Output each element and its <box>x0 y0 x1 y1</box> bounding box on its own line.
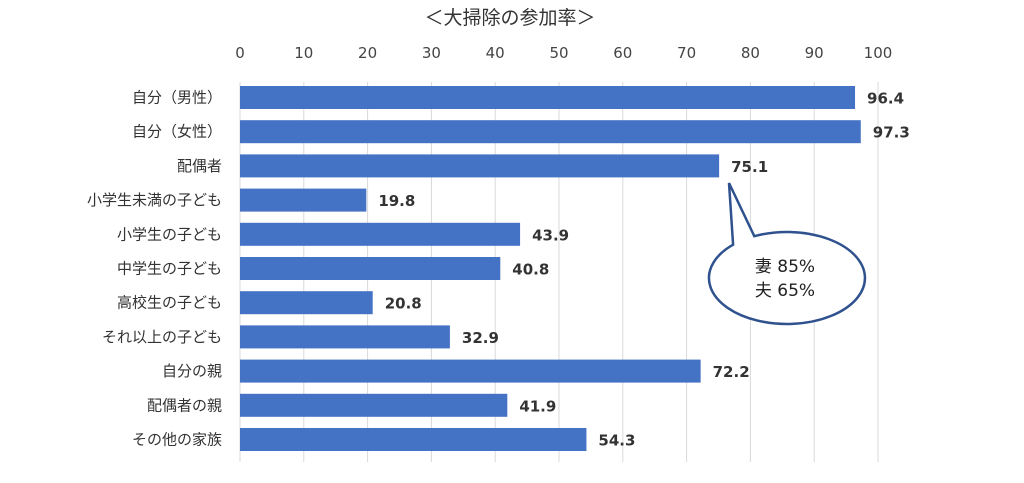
bar <box>240 325 450 349</box>
x-tick-label: 100 <box>864 44 893 62</box>
category-label: それ以上の子ども <box>102 328 222 346</box>
value-label: 41.9 <box>519 397 556 415</box>
value-label: 20.8 <box>385 295 422 313</box>
bar <box>240 222 521 246</box>
x-tick-label: 10 <box>294 44 313 62</box>
bars <box>240 86 861 451</box>
bar <box>240 188 367 212</box>
category-label: 自分の親 <box>162 362 222 380</box>
x-axis-ticks: 0 10 20 30 40 50 60 70 80 90 100 <box>235 44 892 62</box>
category-label: 自分（男性） <box>132 89 222 107</box>
category-label: 自分（女性） <box>132 123 222 141</box>
value-label: 32.9 <box>462 329 499 347</box>
bar <box>240 291 373 315</box>
value-label: 43.9 <box>532 226 569 244</box>
category-label: 配偶者 <box>177 157 222 175</box>
bar <box>240 428 587 451</box>
value-label: 19.8 <box>378 192 415 210</box>
x-tick-label: 0 <box>235 44 245 62</box>
callout-shape <box>707 182 867 326</box>
bar <box>240 359 701 383</box>
bar <box>240 154 720 178</box>
x-tick-label: 90 <box>805 44 824 62</box>
category-label: 配偶者の親 <box>147 396 222 414</box>
value-label: 40.8 <box>512 261 549 279</box>
x-tick-label: 20 <box>358 44 377 62</box>
x-tick-label: 80 <box>741 44 760 62</box>
callout-line: 妻 85% <box>755 257 815 277</box>
callout-bubble: 妻 85% 夫 65% <box>707 182 867 326</box>
value-label: 54.3 <box>598 432 635 450</box>
chart-title: ＜大掃除の参加率＞ <box>424 7 595 29</box>
bar <box>240 86 856 109</box>
x-tick-label: 50 <box>549 44 568 62</box>
value-label: 72.2 <box>713 363 750 381</box>
x-tick-label: 60 <box>613 44 632 62</box>
value-labels: 96.4 97.3 75.1 19.8 43.9 40.8 20.8 32.9 72.2 41.9… <box>378 90 909 450</box>
value-label: 75.1 <box>731 158 768 176</box>
callout-line: 夫 65% <box>755 281 815 301</box>
category-label: 中学生の子ども <box>117 260 222 278</box>
value-label: 97.3 <box>873 124 910 142</box>
bar <box>240 257 501 280</box>
category-label: 高校生の子ども <box>117 294 222 312</box>
x-tick-label: 40 <box>486 44 505 62</box>
category-labels: 自分（男性） 自分（女性） 配偶者小学生未満の子ども小学生の子ども中学生の子ども高校… <box>87 89 222 449</box>
category-label: 小学生未満の子ども <box>87 191 222 209</box>
value-label: 96.4 <box>867 90 904 108</box>
bar <box>240 393 508 417</box>
x-tick-label: 70 <box>677 44 696 62</box>
category-label: 小学生の子ども <box>117 225 222 243</box>
category-label: その他の家族 <box>132 431 222 449</box>
bar <box>240 120 861 144</box>
x-tick-label: 30 <box>422 44 441 62</box>
